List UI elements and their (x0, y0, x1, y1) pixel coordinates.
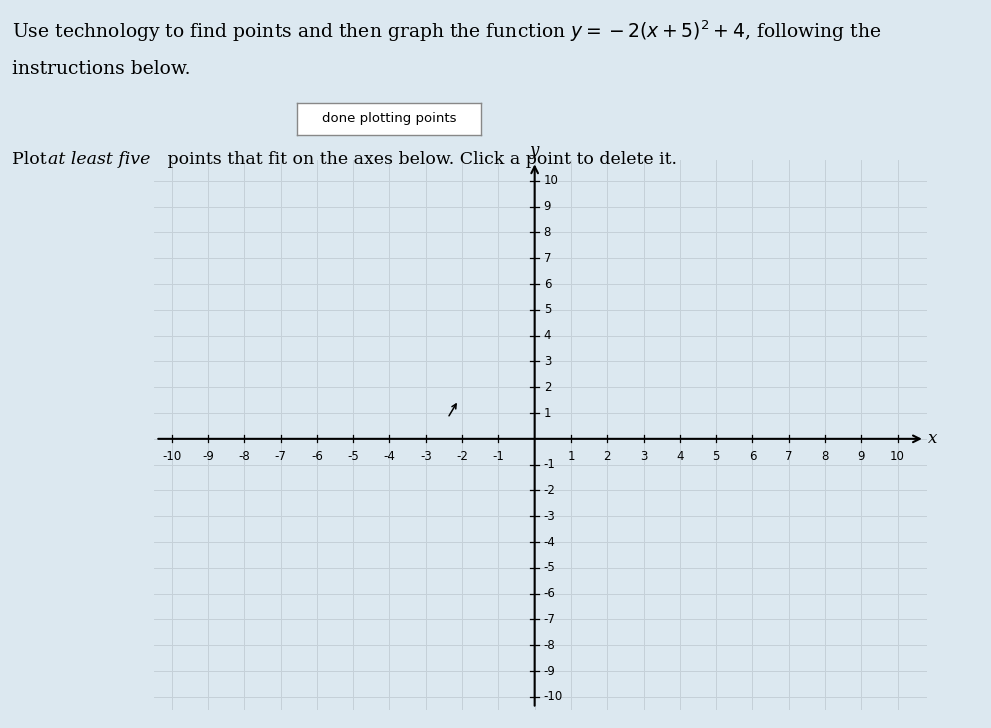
Text: -5: -5 (544, 561, 556, 574)
Text: 2: 2 (604, 451, 611, 464)
Text: -2: -2 (456, 451, 468, 464)
Text: 3: 3 (640, 451, 647, 464)
Text: 9: 9 (544, 200, 551, 213)
Text: 3: 3 (544, 355, 551, 368)
Text: 6: 6 (748, 451, 756, 464)
Text: at least five: at least five (48, 151, 150, 167)
Text: 10: 10 (544, 174, 559, 187)
Text: -8: -8 (544, 638, 556, 652)
Text: 5: 5 (713, 451, 719, 464)
Text: done plotting points: done plotting points (322, 112, 456, 125)
Text: -8: -8 (239, 451, 250, 464)
Text: 9: 9 (857, 451, 865, 464)
Text: x: x (929, 430, 937, 447)
Text: -9: -9 (202, 451, 214, 464)
Text: 8: 8 (822, 451, 828, 464)
Text: 6: 6 (544, 277, 551, 290)
Text: -5: -5 (347, 451, 359, 464)
Text: -7: -7 (544, 613, 556, 626)
Text: y: y (530, 142, 539, 159)
Text: -9: -9 (544, 665, 556, 678)
Text: -10: -10 (544, 690, 563, 703)
Text: -1: -1 (544, 458, 556, 471)
Text: Plot: Plot (12, 151, 52, 167)
Text: -6: -6 (311, 451, 323, 464)
Text: instructions below.: instructions below. (12, 60, 190, 78)
Text: -1: -1 (493, 451, 504, 464)
Text: 7: 7 (785, 451, 793, 464)
Text: -3: -3 (544, 510, 556, 523)
Text: 8: 8 (544, 226, 551, 239)
Text: 1: 1 (544, 406, 551, 419)
Text: -4: -4 (384, 451, 395, 464)
Text: 4: 4 (676, 451, 684, 464)
Text: -4: -4 (544, 536, 556, 549)
Text: 2: 2 (544, 381, 551, 394)
Text: -2: -2 (544, 484, 556, 497)
Text: -10: -10 (163, 451, 181, 464)
Text: 5: 5 (544, 304, 551, 317)
Text: 4: 4 (544, 329, 551, 342)
Text: -6: -6 (544, 587, 556, 600)
Text: Use technology to find points and then graph the function $y = -2(x+5)^2 + 4$, f: Use technology to find points and then g… (12, 18, 881, 44)
Text: 7: 7 (544, 252, 551, 265)
Text: 1: 1 (567, 451, 575, 464)
Text: points that fit on the axes below. Click a point to delete it.: points that fit on the axes below. Click… (162, 151, 677, 167)
Text: -7: -7 (275, 451, 286, 464)
Text: 10: 10 (890, 451, 905, 464)
Text: -3: -3 (420, 451, 432, 464)
